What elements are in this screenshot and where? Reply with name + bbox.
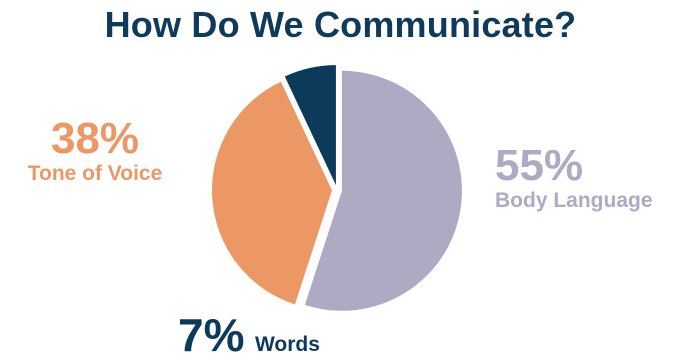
chart-title: How Do We Communicate? <box>104 4 577 45</box>
body-language-percent: 55% <box>495 141 584 190</box>
pie-slice-body-language <box>304 70 462 311</box>
words-percent: 7% <box>178 309 245 360</box>
words-name: Words <box>254 333 320 356</box>
label-tone-of-voice: 38% Tone of Voice <box>10 117 180 187</box>
label-body-language: 55% Body Language <box>495 144 681 214</box>
tone-of-voice-name: Tone of Voice <box>27 162 163 185</box>
pie-slice-tone-of-voice <box>212 81 333 305</box>
pie-slice-words <box>284 65 336 186</box>
label-words: 7% Words <box>178 312 378 358</box>
body-language-name: Body Language <box>495 189 653 212</box>
tone-of-voice-percent: 38% <box>50 114 140 163</box>
